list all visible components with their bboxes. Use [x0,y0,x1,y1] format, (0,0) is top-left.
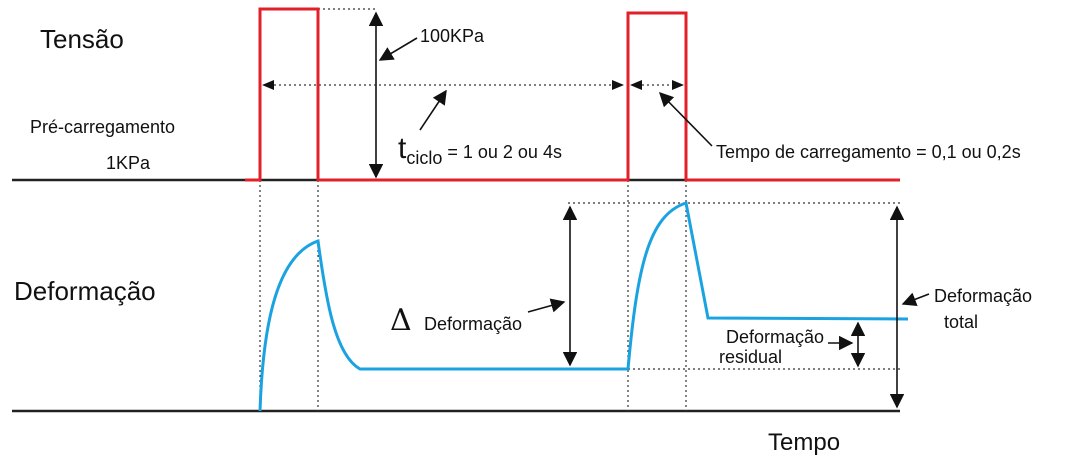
loading-label-leader [658,91,713,147]
cycle-arrowhead-right [612,80,624,90]
time-axis-label: Tempo [768,429,840,456]
strain-title: Deformação [14,276,156,306]
total-label-leader [901,292,930,307]
cycle-time-label: tciclo = 1 ou 2 ou 4s [398,132,562,168]
peak-label-leader [378,37,418,61]
loading-arrowhead-left [630,80,642,90]
loading-arrowhead-right [672,80,684,90]
total-strain-label: Deformação total [934,286,1032,332]
loading-time-label: Tempo de carregamento = 0,1 ou 0,2s [716,142,1021,162]
cycle-label-leader [419,89,447,131]
delta-symbol: Δ [390,303,412,338]
stress-title: Tensão [40,24,124,54]
cycle-arrowhead-left [262,80,274,90]
residual-strain-label: Deformação residual [719,327,824,367]
delta-strain-label: Deformação [424,314,522,334]
strain-curve [258,201,909,412]
preload-value: 1KPa [106,153,151,173]
delta-label-leader [527,298,566,313]
stress-curve [245,7,900,182]
preload-label: Pré-carregamento [30,117,175,137]
peak-stress-value: 100KPa [420,26,485,46]
